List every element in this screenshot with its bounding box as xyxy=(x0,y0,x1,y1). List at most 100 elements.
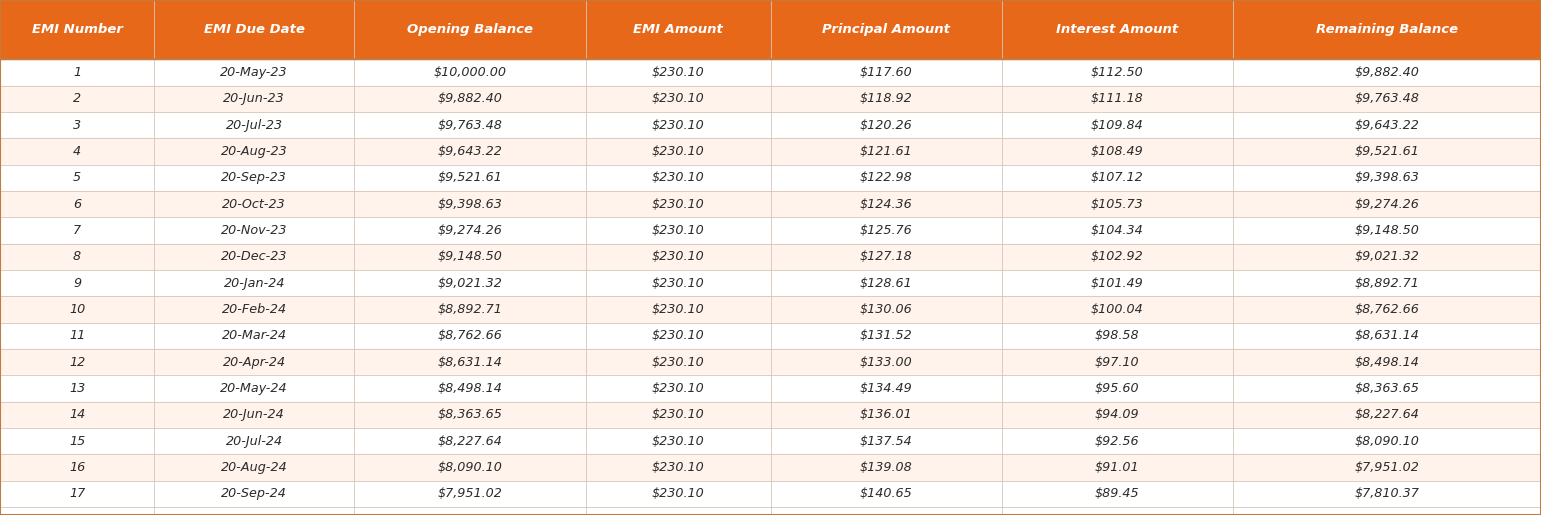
Text: $230.10: $230.10 xyxy=(652,461,704,474)
Text: Remaining Balance: Remaining Balance xyxy=(1316,23,1458,36)
Bar xyxy=(154,244,354,270)
Text: $230.10: $230.10 xyxy=(652,382,704,395)
Bar xyxy=(1233,85,1541,112)
Bar xyxy=(770,0,1002,59)
Bar xyxy=(1002,138,1233,165)
Bar xyxy=(586,296,770,323)
Text: $8,363.65: $8,363.65 xyxy=(438,408,502,421)
Text: $9,763.48: $9,763.48 xyxy=(1355,92,1419,105)
Text: 20-Oct-23: 20-Oct-23 xyxy=(222,198,287,211)
Text: $8,762.66: $8,762.66 xyxy=(438,330,502,342)
Text: $105.73: $105.73 xyxy=(1091,198,1143,211)
Text: $98.58: $98.58 xyxy=(1096,330,1139,342)
Bar xyxy=(770,270,1002,296)
Text: 20-Apr-24: 20-Apr-24 xyxy=(223,356,285,369)
Text: $9,643.22: $9,643.22 xyxy=(1355,118,1419,132)
Text: $8,090.10: $8,090.10 xyxy=(438,461,502,474)
Bar xyxy=(1002,402,1233,428)
Bar xyxy=(354,428,586,454)
Text: 20-Sep-23: 20-Sep-23 xyxy=(222,171,287,184)
Text: 20-Jun-24: 20-Jun-24 xyxy=(223,408,285,421)
Bar xyxy=(1002,323,1233,349)
Bar xyxy=(770,480,1002,507)
Bar xyxy=(586,138,770,165)
Text: $128.61: $128.61 xyxy=(860,277,912,289)
Bar xyxy=(154,85,354,112)
Text: Opening Balance: Opening Balance xyxy=(407,23,533,36)
Text: 1: 1 xyxy=(72,66,82,79)
Bar xyxy=(354,138,586,165)
Text: $230.10: $230.10 xyxy=(652,435,704,448)
Bar xyxy=(0,0,154,59)
Text: $230.10: $230.10 xyxy=(652,277,704,289)
Text: 20-Mar-24: 20-Mar-24 xyxy=(222,330,287,342)
Bar xyxy=(770,59,1002,85)
Text: $9,882.40: $9,882.40 xyxy=(1355,66,1419,79)
Bar xyxy=(1002,191,1233,217)
Bar xyxy=(154,454,354,480)
Bar xyxy=(354,112,586,138)
Bar xyxy=(586,270,770,296)
Bar xyxy=(0,112,154,138)
Text: 20-Aug-24: 20-Aug-24 xyxy=(220,461,288,474)
Text: 20-May-24: 20-May-24 xyxy=(220,382,288,395)
Text: $89.45: $89.45 xyxy=(1096,487,1139,501)
Bar xyxy=(1002,375,1233,402)
Text: $107.12: $107.12 xyxy=(1091,171,1143,184)
Bar xyxy=(0,217,154,244)
Bar xyxy=(586,0,770,59)
Bar xyxy=(770,323,1002,349)
Bar xyxy=(1002,480,1233,507)
Text: Principal Amount: Principal Amount xyxy=(821,23,951,36)
Text: $7,951.02: $7,951.02 xyxy=(1355,461,1419,474)
Text: 7: 7 xyxy=(72,224,82,237)
Bar xyxy=(586,428,770,454)
Bar xyxy=(586,323,770,349)
Text: $8,227.64: $8,227.64 xyxy=(438,435,502,448)
Text: 20-Sep-24: 20-Sep-24 xyxy=(222,487,287,501)
Bar xyxy=(0,270,154,296)
Bar xyxy=(586,165,770,191)
Text: $95.60: $95.60 xyxy=(1096,382,1139,395)
Text: $101.49: $101.49 xyxy=(1091,277,1143,289)
Text: $230.10: $230.10 xyxy=(652,66,704,79)
Text: $140.65: $140.65 xyxy=(860,487,912,501)
Bar xyxy=(154,0,354,59)
Text: EMI Due Date: EMI Due Date xyxy=(203,23,305,36)
Text: 14: 14 xyxy=(69,408,85,421)
Text: $8,498.14: $8,498.14 xyxy=(1355,356,1419,369)
Bar xyxy=(770,296,1002,323)
Bar xyxy=(586,402,770,428)
Text: $230.10: $230.10 xyxy=(652,330,704,342)
Text: 8: 8 xyxy=(72,250,82,263)
Text: $230.10: $230.10 xyxy=(652,92,704,105)
Text: $109.84: $109.84 xyxy=(1091,118,1143,132)
Bar xyxy=(586,191,770,217)
Bar xyxy=(0,375,154,402)
Text: $9,521.61: $9,521.61 xyxy=(1355,145,1419,158)
Bar xyxy=(154,217,354,244)
Text: 20-Feb-24: 20-Feb-24 xyxy=(222,303,287,316)
Text: $9,148.50: $9,148.50 xyxy=(1355,224,1419,237)
Bar xyxy=(354,323,586,349)
Text: $97.10: $97.10 xyxy=(1096,356,1139,369)
Bar xyxy=(586,59,770,85)
Text: $8,892.71: $8,892.71 xyxy=(438,303,502,316)
Text: $8,631.14: $8,631.14 xyxy=(438,356,502,369)
Text: $230.10: $230.10 xyxy=(652,224,704,237)
Text: 9: 9 xyxy=(72,277,82,289)
Bar xyxy=(154,428,354,454)
Bar xyxy=(154,138,354,165)
Text: $133.00: $133.00 xyxy=(860,356,912,369)
Bar xyxy=(154,323,354,349)
Bar xyxy=(154,165,354,191)
Bar xyxy=(770,428,1002,454)
Bar xyxy=(770,191,1002,217)
Bar xyxy=(586,480,770,507)
Bar xyxy=(354,165,586,191)
Text: 12: 12 xyxy=(69,356,85,369)
Text: $136.01: $136.01 xyxy=(860,408,912,421)
Bar xyxy=(0,480,154,507)
Text: $120.26: $120.26 xyxy=(860,118,912,132)
Text: $131.52: $131.52 xyxy=(860,330,912,342)
